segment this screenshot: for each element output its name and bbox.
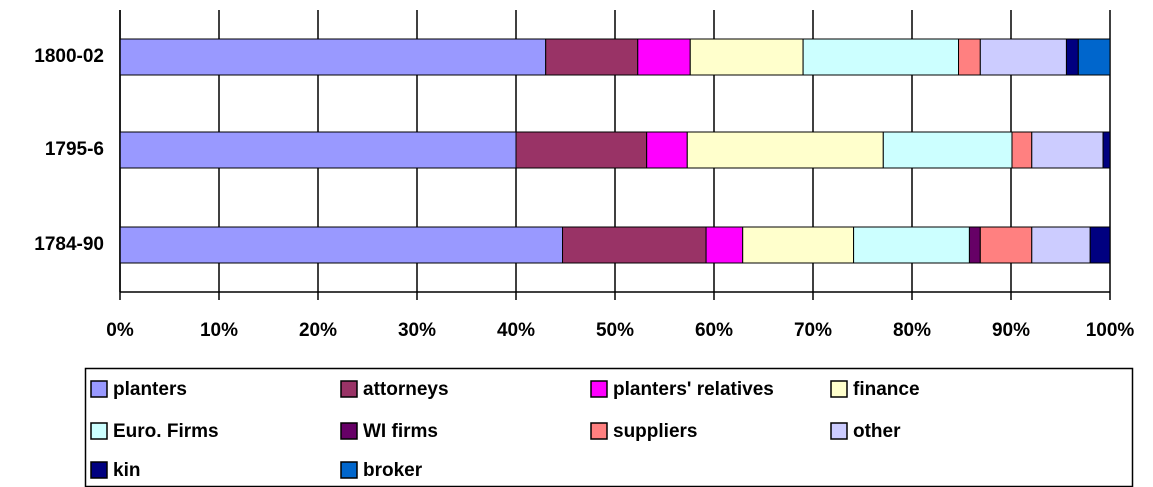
x-tick-label: 100% xyxy=(1086,320,1135,341)
y-tick-label: 1800-02 xyxy=(34,46,104,67)
legend-swatch xyxy=(340,461,358,479)
bar-segment xyxy=(979,38,1067,76)
bar-segment xyxy=(646,131,688,169)
legend-label: attorneys xyxy=(363,379,449,400)
legend-label: Euro. Firms xyxy=(113,421,219,442)
x-tick-label: 80% xyxy=(893,320,931,341)
x-tick-label: 0% xyxy=(106,320,134,341)
bar-segment xyxy=(968,226,981,264)
x-tick-label: 40% xyxy=(497,320,535,341)
x-tick-label: 20% xyxy=(299,320,337,341)
legend-swatch xyxy=(90,461,108,479)
legend-label: kin xyxy=(113,460,140,481)
x-tick-label: 60% xyxy=(695,320,733,341)
bar-segment xyxy=(637,38,691,76)
x-tick-label: 50% xyxy=(596,320,634,341)
legend-swatch xyxy=(590,380,608,398)
bar-segment xyxy=(515,131,648,169)
bar-segment xyxy=(686,131,884,169)
legend-label: finance xyxy=(853,379,920,400)
legend-label: planters xyxy=(113,379,187,400)
legend-swatch xyxy=(340,380,358,398)
bar-segment xyxy=(119,38,547,76)
x-tick-label: 90% xyxy=(992,320,1030,341)
bar-segment xyxy=(958,38,981,76)
bar-segment xyxy=(705,226,744,264)
bar-segment xyxy=(882,131,1013,169)
legend-label: broker xyxy=(363,460,423,481)
legend-swatch xyxy=(590,422,608,440)
bar-segment xyxy=(1102,131,1111,169)
bar-segment xyxy=(1011,131,1033,169)
bar-segment xyxy=(119,131,517,169)
legend-label: other xyxy=(853,421,901,442)
x-tick-label: 10% xyxy=(200,320,238,341)
legend-box xyxy=(84,367,1134,487)
legend-swatch xyxy=(830,422,848,440)
bar-segment xyxy=(802,38,960,76)
y-tick-label: 1795-6 xyxy=(45,139,104,160)
legend-label: suppliers xyxy=(613,421,697,442)
bar-segment xyxy=(853,226,970,264)
legend-label: WI firms xyxy=(363,421,438,442)
legend-swatch xyxy=(90,380,108,398)
x-tick-label: 30% xyxy=(398,320,436,341)
legend-swatch xyxy=(830,380,848,398)
bar-segment xyxy=(742,226,855,264)
bar-segment xyxy=(119,226,564,264)
bar-segment xyxy=(1089,226,1111,264)
legend-swatch xyxy=(340,422,358,440)
legend-label: planters' relatives xyxy=(613,379,774,400)
bar-segment xyxy=(689,38,804,76)
x-tick-label: 70% xyxy=(794,320,832,341)
bar-segment xyxy=(979,226,1033,264)
legend-swatch xyxy=(90,422,108,440)
bar-segment xyxy=(545,38,639,76)
bar-segment xyxy=(1031,226,1091,264)
bar-segment xyxy=(1031,131,1104,169)
bar-segment xyxy=(562,226,707,264)
bar-segment xyxy=(1077,38,1111,76)
y-tick-label: 1784-90 xyxy=(34,234,104,255)
bar-segment xyxy=(1065,38,1079,76)
